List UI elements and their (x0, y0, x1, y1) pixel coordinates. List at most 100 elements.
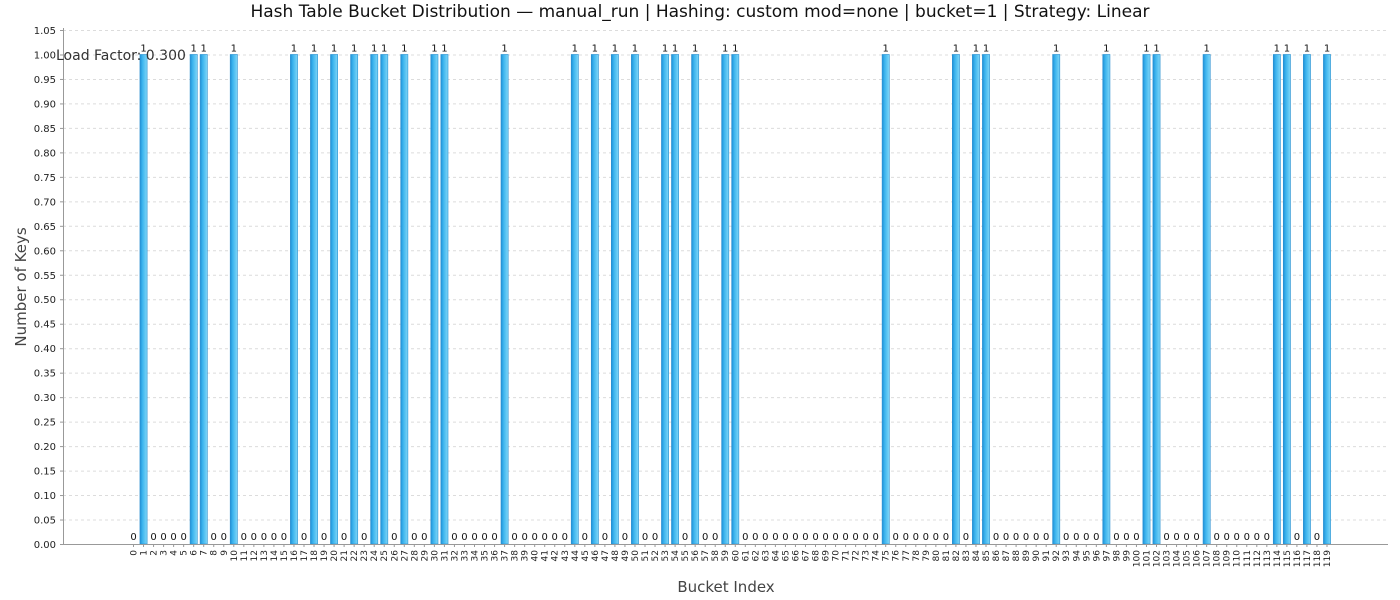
bar (350, 54, 359, 545)
data-label: 0 (1213, 532, 1219, 543)
bar (1272, 54, 1281, 545)
data-label: 0 (421, 532, 427, 543)
x-tick-label: 62 (751, 550, 761, 561)
x-tick-label: 51 (641, 550, 651, 561)
data-label: 0 (1133, 532, 1139, 543)
x-tick-label: 80 (932, 550, 942, 562)
x-tick-label: 112 (1253, 550, 1263, 567)
data-label: 0 (602, 532, 608, 543)
data-label: 1 (973, 43, 979, 54)
x-tick-label: 7 (200, 550, 210, 556)
data-label: 0 (221, 532, 227, 543)
x-tick-label: 38 (511, 550, 521, 562)
x-tick-label: 0 (130, 550, 140, 556)
x-tick-label: 79 (922, 550, 932, 562)
x-tick-label: 103 (1163, 550, 1173, 567)
data-label: 0 (1113, 532, 1119, 543)
x-tick-label: 20 (330, 550, 340, 562)
data-label: 0 (211, 532, 217, 543)
data-label: 0 (150, 532, 156, 543)
x-tick-label: 8 (210, 550, 220, 556)
bar (570, 54, 579, 545)
x-axis-title: Bucket Index (677, 578, 774, 596)
x-tick-label: 69 (822, 550, 832, 562)
x-tick-label: 15 (280, 550, 290, 561)
x-tick-label: 56 (691, 550, 701, 562)
x-tick-label: 13 (260, 550, 270, 561)
x-tick-label: 53 (661, 550, 671, 561)
data-label: 0 (852, 532, 858, 543)
data-label: 0 (1163, 532, 1169, 543)
x-tick-label: 9 (220, 550, 230, 556)
x-tick-label: 35 (481, 550, 491, 561)
data-label: 0 (913, 532, 919, 543)
y-tick-label: 0.85 (34, 124, 56, 135)
x-tick-label: 74 (872, 550, 882, 562)
x-tick-label: 5 (180, 550, 190, 556)
y-tick-label: 0.35 (34, 369, 56, 380)
x-tick-label: 6 (190, 550, 200, 556)
x-tick-label: 47 (601, 550, 611, 561)
x-tick-label: 24 (370, 550, 380, 562)
x-tick-label: 54 (671, 550, 681, 562)
y-tick-label: 0.30 (34, 393, 56, 404)
bar (691, 54, 700, 545)
data-label: 1 (1053, 43, 1059, 54)
x-tick-label: 114 (1273, 550, 1283, 567)
data-label: 0 (241, 532, 247, 543)
bar (310, 54, 318, 545)
x-tick-label: 61 (741, 550, 751, 561)
bar (380, 54, 389, 545)
x-tick-label: 1 (140, 550, 150, 556)
x-tick-label: 63 (761, 550, 771, 561)
data-label: 0 (1033, 532, 1039, 543)
x-axis-ticks: 0 1 2 3 4 5 6 7 8 9 10 11 12 13 14 15 16 17 18 19 20 21 22 23 24… (130, 544, 1333, 567)
data-label: 0 (1264, 532, 1270, 543)
x-tick-label: 60 (731, 550, 741, 562)
data-label: 0 (862, 532, 868, 543)
x-tick-label: 83 (962, 550, 972, 561)
data-label: 1 (1203, 43, 1209, 54)
x-tick-label: 93 (1062, 550, 1072, 561)
bar (881, 54, 890, 545)
x-tick-label: 33 (460, 550, 470, 561)
data-label: 0 (963, 532, 969, 543)
x-tick-label: 40 (531, 550, 541, 562)
bar (440, 54, 449, 545)
y-tick-label: 1.00 (34, 50, 56, 61)
data-label: 1 (311, 43, 317, 54)
data-label: 0 (842, 532, 848, 543)
data-label: 0 (1073, 532, 1079, 543)
bar (290, 54, 298, 545)
data-label: 0 (552, 532, 558, 543)
x-tick-label: 81 (942, 550, 952, 561)
data-label: 0 (170, 532, 176, 543)
data-label: 0 (1183, 532, 1189, 543)
data-label: 1 (1274, 43, 1280, 54)
x-tick-label: 58 (711, 550, 721, 562)
data-label: 0 (321, 532, 327, 543)
data-label: 1 (612, 43, 618, 54)
bar (1152, 54, 1161, 545)
data-label: 0 (802, 532, 808, 543)
x-tick-label: 113 (1263, 550, 1273, 567)
bar (139, 54, 148, 545)
data-label: 1 (953, 43, 959, 54)
data-label: 1 (662, 43, 668, 54)
data-label: 0 (1173, 532, 1179, 543)
x-tick-label: 94 (1072, 550, 1082, 562)
x-tick-label: 43 (561, 550, 571, 561)
bar (631, 54, 639, 545)
x-tick-label: 57 (701, 550, 711, 561)
x-tick-label: 39 (521, 550, 531, 562)
x-tick-label: 116 (1293, 550, 1303, 567)
bar (952, 54, 960, 545)
data-label: 0 (562, 532, 568, 543)
x-tick-label: 92 (1052, 550, 1062, 561)
data-label: 1 (983, 43, 989, 54)
x-tick-label: 36 (491, 550, 501, 562)
data-label: 0 (160, 532, 166, 543)
x-tick-label: 64 (771, 550, 781, 562)
x-tick-label: 42 (551, 550, 561, 561)
